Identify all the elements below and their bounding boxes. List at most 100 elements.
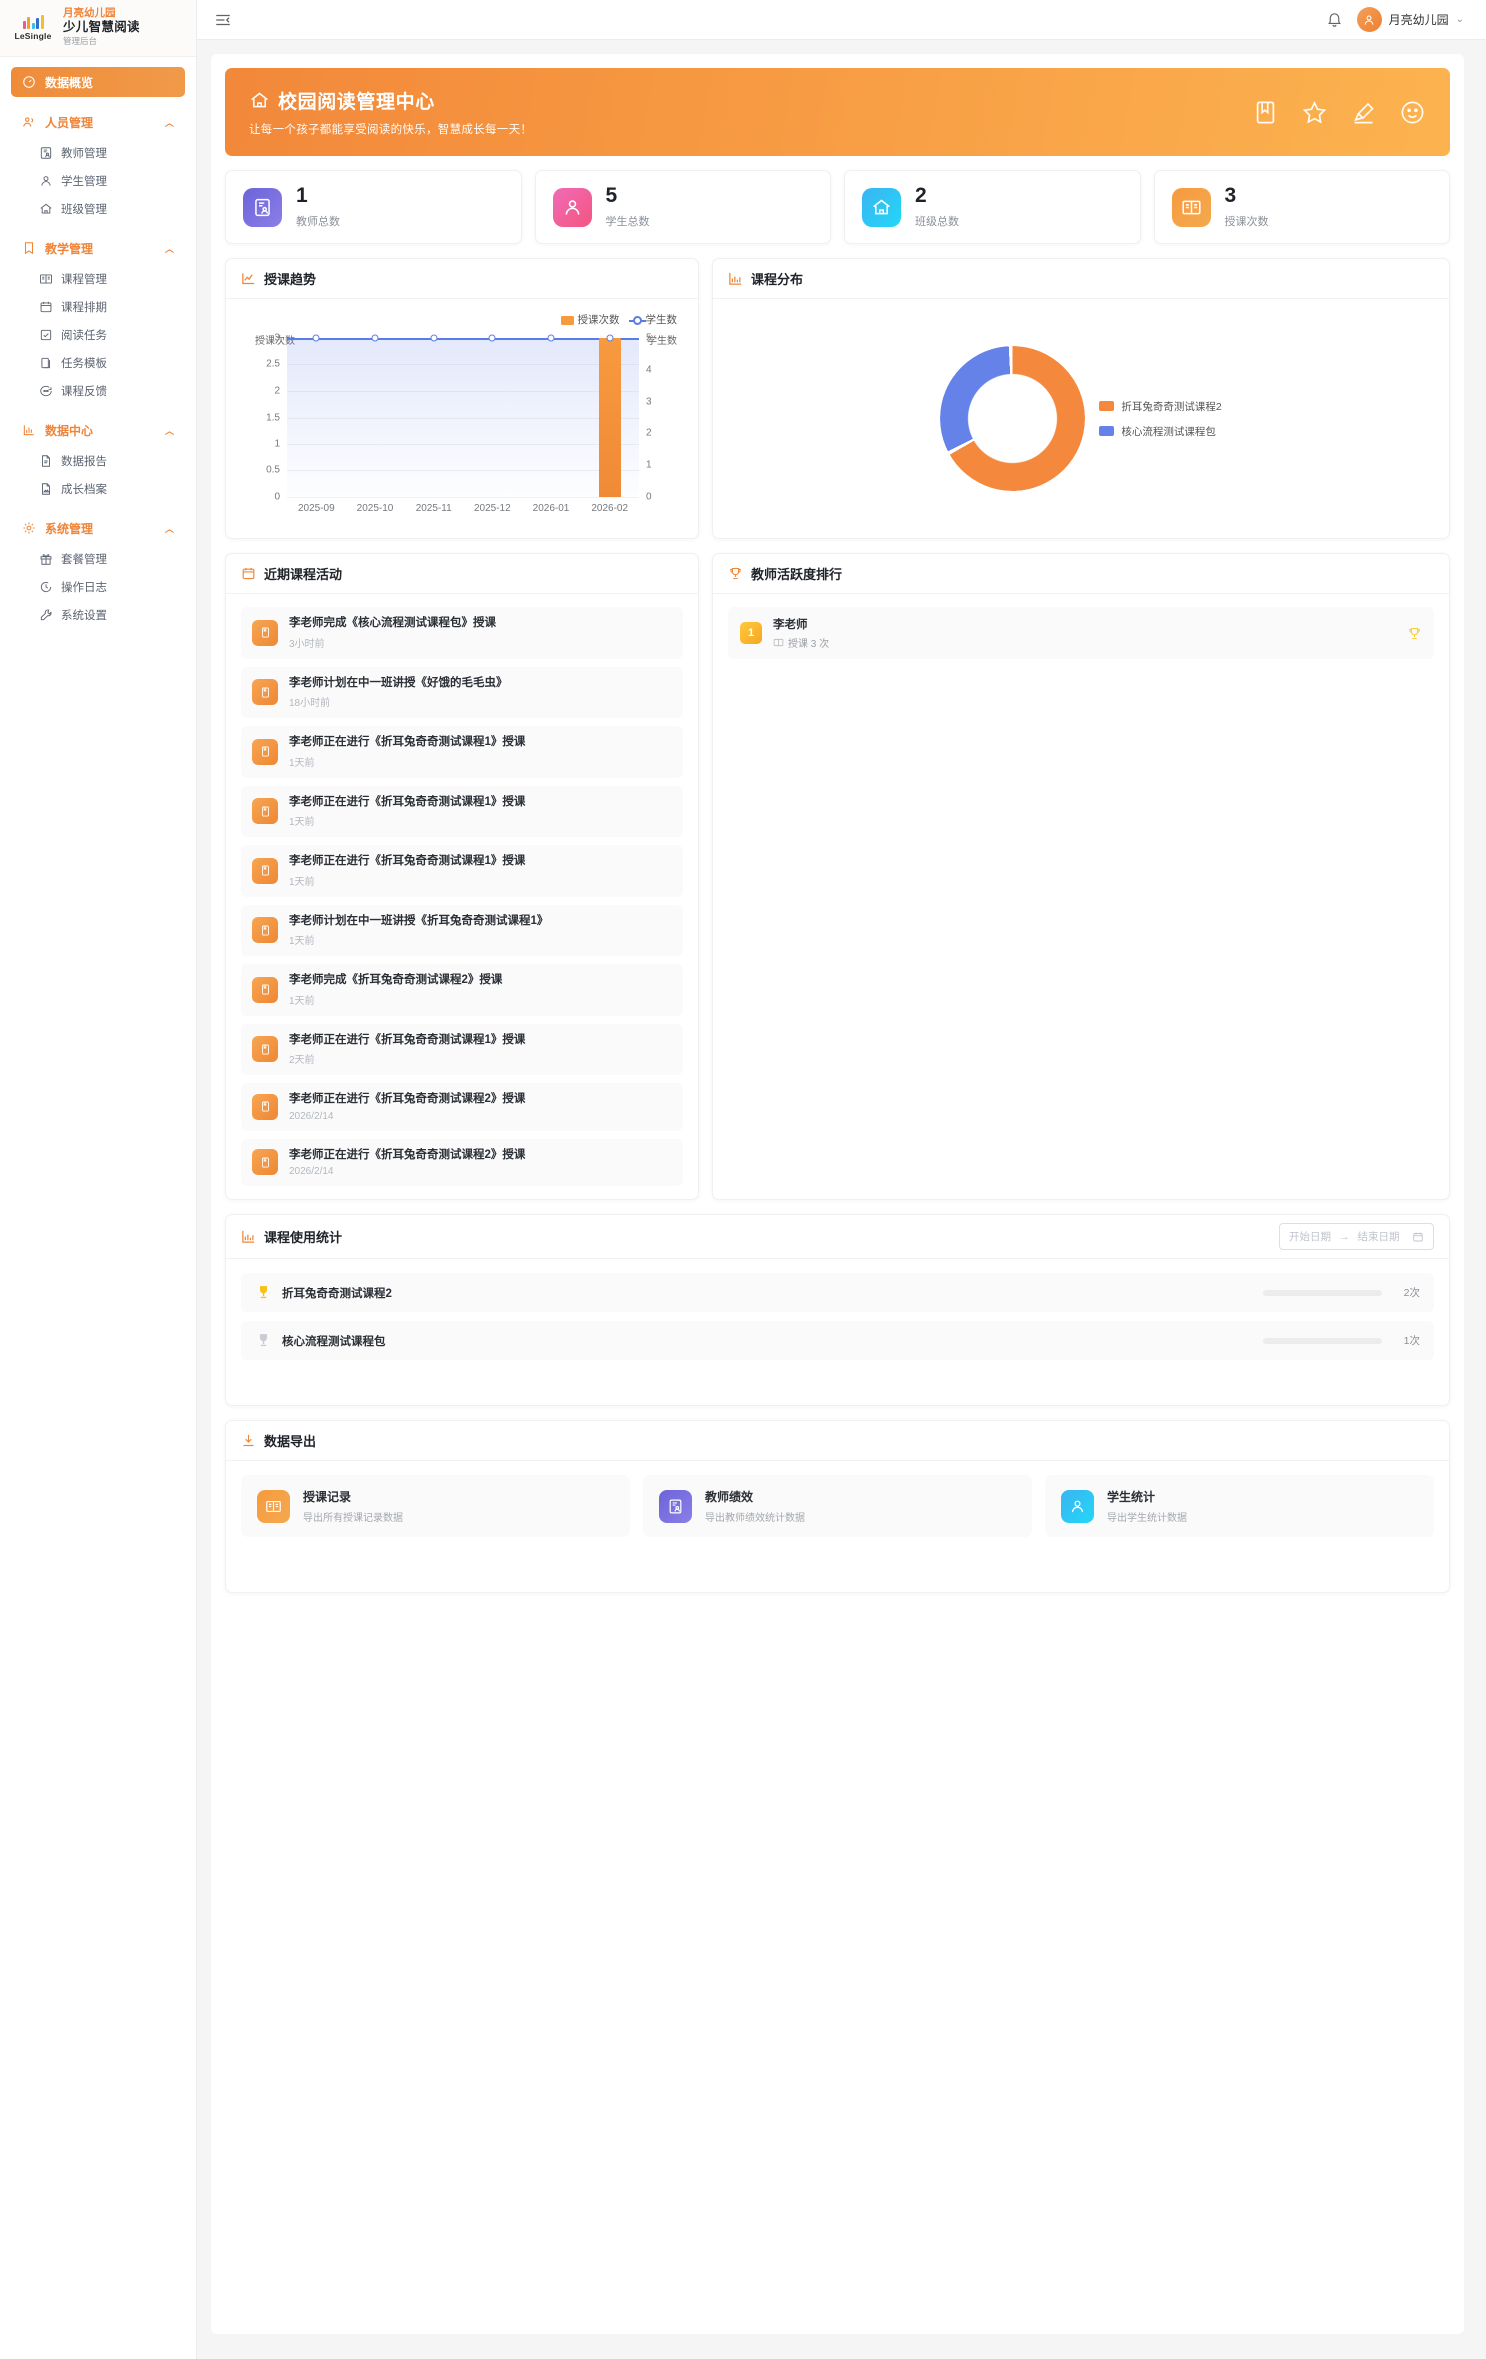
sidebar-item-course-feedback[interactable]: 课程反馈 <box>11 377 185 405</box>
users-icon <box>22 115 36 129</box>
x-tick: 2026-01 <box>532 503 570 514</box>
stat-label-lessons: 授课次数 <box>1224 215 1269 228</box>
stat-card-students[interactable]: 5 学生总数 <box>534 170 831 244</box>
sidebar-group-system[interactable]: 系统管理 ︿ <box>11 513 185 543</box>
list-item[interactable]: 李老师计划在中一班讲授《好饿的毛毛虫》 18小时前 <box>241 666 683 719</box>
sidebar-item-package-mgmt[interactable]: 套餐管理 <box>11 545 185 573</box>
sidebar-group-data[interactable]: 数据中心 ︿ <box>11 415 185 445</box>
y-tick-right: 0 <box>646 491 652 503</box>
calendar-icon[interactable] <box>1412 1231 1424 1243</box>
y-tick-left: 1 <box>274 438 280 450</box>
stat-card-lessons[interactable]: 3 授课次数 <box>1153 170 1450 244</box>
date-end-input[interactable]: 结束日期 <box>1357 1231 1400 1244</box>
stat-card-classes[interactable]: 2 班级总数 <box>844 170 1141 244</box>
stat-value-classes: 2 <box>915 184 927 208</box>
topbar: 月亮幼儿园 ⌄ <box>197 0 1486 40</box>
list-item[interactable]: 李老师完成《核心流程测试课程包》授课 3小时前 <box>241 607 683 659</box>
lesson-icon <box>252 857 278 884</box>
donut-legend-item[interactable]: 核心流程测试课程包 <box>1099 424 1221 439</box>
trend-point[interactable] <box>547 334 555 342</box>
usage-row[interactable]: 核心流程测试课程包 1次 <box>241 1321 1434 1361</box>
trend-point[interactable] <box>488 334 496 342</box>
ranking-row[interactable]: 1 李老师 授课 3 次 <box>728 607 1434 659</box>
x-tick: 2025-11 <box>415 503 452 514</box>
list-item[interactable]: 李老师正在进行《折耳兔奇奇测试课程1》授课 1天前 <box>241 785 683 838</box>
donut-ring[interactable] <box>940 346 1086 491</box>
list-item[interactable]: 李老师正在进行《折耳兔奇奇测试课程1》授课 1天前 <box>241 726 683 778</box>
sidebar-item-overview[interactable]: 数据概览 <box>11 67 185 97</box>
ranking-list: 1 李老师 授课 3 次 <box>713 594 1449 672</box>
sidebar-group-teaching[interactable]: 教学管理 ︿ <box>11 233 185 263</box>
export-teacher-performance-button[interactable]: 教师绩效 导出教师绩效统计数据 <box>643 1475 1032 1538</box>
y-tick-right: 3 <box>646 396 652 408</box>
usage-row[interactable]: 折耳兔奇奇测试课程2 2次 <box>241 1273 1434 1313</box>
trend-point[interactable] <box>312 334 320 342</box>
dashboard-icon <box>22 75 36 89</box>
user-menu[interactable]: 月亮幼儿园 ⌄ <box>1356 7 1464 32</box>
sidebar-menu: 数据概览 人员管理 ︿ 教师管理 学生管理 <box>0 57 196 2359</box>
sidebar-item-course-schedule[interactable]: 课程排期 <box>11 293 185 321</box>
sidebar-item-teacher-mgmt[interactable]: 教师管理 <box>11 139 185 167</box>
winner-trophy-icon <box>1407 626 1422 641</box>
sidebar-group-data-label: 数据中心 <box>45 423 94 438</box>
list-item-time: 18小时前 <box>289 698 331 710</box>
sidebar-item-student-mgmt[interactable]: 学生管理 <box>11 167 185 195</box>
trend-point[interactable] <box>371 334 379 342</box>
clock-icon <box>39 580 53 594</box>
usage-course-name: 核心流程测试课程包 <box>282 1335 386 1348</box>
list-item[interactable]: 李老师计划在中一班讲授《折耳兔奇奇测试课程1》 1天前 <box>241 904 683 957</box>
lesson-icon <box>252 619 278 646</box>
date-range-picker[interactable]: 开始日期 → 结束日期 <box>1279 1223 1434 1251</box>
stat-card-teachers[interactable]: 1 教师总数 <box>225 170 522 244</box>
list-item[interactable]: 李老师完成《折耳兔奇奇测试课程2》授课 1天前 <box>241 964 683 1016</box>
list-item-title: 李老师正在进行《折耳兔奇奇测试课程1》授课 <box>289 1033 526 1046</box>
legend-students[interactable]: 学生数 <box>628 312 677 327</box>
donut-legend-item[interactable]: 折耳兔奇奇测试课程2 <box>1099 399 1222 414</box>
y-tick-right: 5 <box>646 332 652 344</box>
trend-point[interactable] <box>606 334 614 342</box>
y-tick-left: 2 <box>274 385 280 397</box>
trend-bar-2026-02[interactable] <box>598 338 621 497</box>
home-icon <box>249 90 270 111</box>
sidebar: LeSingle 月亮幼儿园 少儿智慧阅读 管理后台 数据概览 人员管理 <box>0 0 197 2359</box>
rank-teacher-name: 李老师 <box>773 619 808 631</box>
list-item[interactable]: 李老师正在进行《折耳兔奇奇测试课程2》授课 2026/2/14 <box>241 1138 683 1187</box>
calendar-icon <box>39 300 53 314</box>
gold-trophy-icon <box>255 1284 272 1301</box>
sidebar-item-reading-task[interactable]: 阅读任务 <box>11 321 185 349</box>
list-item[interactable]: 李老师正在进行《折耳兔奇奇测试课程1》授课 1天前 <box>241 845 683 897</box>
y-tick-left: 3 <box>274 332 280 344</box>
sidebar-item-course-mgmt[interactable]: 课程管理 <box>11 265 185 293</box>
brand-header[interactable]: LeSingle 月亮幼儿园 少儿智慧阅读 管理后台 <box>0 0 196 57</box>
hero-decor-icons <box>1252 99 1426 126</box>
list-item-time: 2026/2/14 <box>289 1110 334 1122</box>
collapse-menu-icon[interactable] <box>213 10 233 30</box>
trend-chart-card: 授课趋势 授课次数 学生数 授课次数 学生数 <box>225 258 699 539</box>
bell-icon[interactable] <box>1326 11 1343 28</box>
date-start-input[interactable]: 开始日期 <box>1289 1231 1331 1244</box>
sidebar-item-operation-log[interactable]: 操作日志 <box>11 573 185 601</box>
sidebar-item-class-mgmt[interactable]: 班级管理 <box>11 195 185 223</box>
sidebar-group-people[interactable]: 人员管理 ︿ <box>11 107 185 137</box>
list-item[interactable]: 李老师正在进行《折耳兔奇奇测试课程1》授课 2天前 <box>241 1023 683 1076</box>
sidebar-group-teaching-label: 教学管理 <box>45 241 94 256</box>
content-scroll: 校园阅读管理中心 让每一个孩子都能享受阅读的快乐，智慧成长每一天！ <box>197 40 1486 2359</box>
list-item[interactable]: 李老师正在进行《折耳兔奇奇测试课程2》授课 2026/2/14 <box>241 1083 683 1131</box>
trend-point[interactable] <box>430 334 438 342</box>
usage-stats-title: 课程使用统计 <box>264 1230 343 1246</box>
distribution-chart-title: 课程分布 <box>751 272 804 287</box>
y-tick-left: 0 <box>274 491 280 503</box>
sidebar-item-system-setting[interactable]: 系统设置 <box>11 601 185 629</box>
legend-lessons[interactable]: 授课次数 <box>560 312 620 327</box>
sidebar-item-growth-file[interactable]: 成长档案 <box>11 475 185 503</box>
export-lesson-records-button[interactable]: 授课记录 导出所有授课记录数据 <box>241 1475 630 1538</box>
sidebar-item-task-template[interactable]: 任务模板 <box>11 349 185 377</box>
export-student-stats-button[interactable]: 学生统计 导出学生统计数据 <box>1045 1475 1434 1538</box>
document-icon <box>39 454 53 468</box>
sidebar-item-data-report[interactable]: 数据报告 <box>11 447 185 475</box>
wrench-icon <box>39 608 53 622</box>
activity-card-header: 近期课程活动 <box>226 554 698 594</box>
download-icon <box>241 1433 256 1448</box>
brand-product: 少儿智慧阅读 <box>63 20 140 35</box>
home-card-icon <box>862 187 901 227</box>
